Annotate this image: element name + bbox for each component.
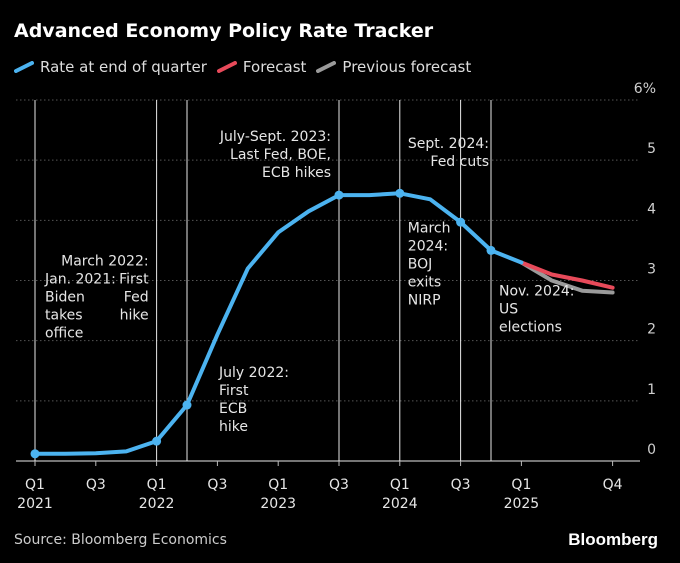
annotation-line: 2024: [408, 238, 448, 254]
legend-swatch-previous-forecast [316, 61, 337, 73]
series-line-2 [519, 260, 615, 295]
annotation-line: March [408, 220, 451, 236]
legend-label-actual: Rate at end of quarter [40, 58, 207, 76]
legend-label-previous-forecast: Previous forecast [342, 58, 472, 76]
legend-item-previous-forecast: Previous forecast [316, 58, 471, 76]
annotation-line: Jan. 2021: [44, 272, 116, 288]
y-tick-label: 4 [647, 201, 656, 217]
annotation-line: July 2022: [218, 365, 289, 381]
legend-swatch-forecast [216, 61, 237, 73]
annotation-line: First [219, 383, 249, 399]
annotation-line: BOJ [408, 256, 433, 272]
data-point-marker [152, 436, 162, 446]
data-point-marker [334, 190, 344, 200]
x-tick-year-label: 2021 [17, 496, 53, 512]
legend-label-forecast: Forecast [242, 58, 307, 76]
data-point-marker [486, 245, 496, 255]
annotation-line: NIRP [408, 292, 441, 308]
data-point-marker [456, 217, 466, 227]
data-point-marker [182, 400, 192, 410]
annotation-line: exits [408, 274, 441, 290]
y-tick-label: 2 [647, 322, 656, 338]
series-line-0 [33, 191, 524, 456]
x-tick-label: Q3 [207, 477, 227, 493]
bloomberg-logo: Bloomberg [568, 530, 658, 549]
data-point-marker [30, 449, 40, 459]
annotation-line: office [45, 326, 83, 342]
annotation-line: Last Fed, BOE, [230, 147, 331, 163]
x-tick-label: Q4 [603, 477, 623, 493]
annotation-line: US [499, 302, 518, 318]
annotation-line: ECB hikes [262, 165, 331, 181]
annotation-line: Biden [45, 290, 85, 306]
annotation-line: First [119, 271, 149, 287]
chart-title: Advanced Economy Policy Rate Tracker [14, 20, 434, 42]
annotation-line: Fed [124, 289, 149, 305]
annotation-line: Nov. 2024: [499, 284, 574, 300]
annotation-line: March 2022: [61, 253, 148, 269]
legend-item-forecast: Forecast [216, 58, 307, 76]
x-tick-year-label: 2023 [260, 496, 296, 512]
annotation-line: Sept. 2024: [408, 136, 489, 152]
annotation-line: elections [499, 320, 562, 336]
annotation-line: hike [219, 419, 248, 435]
legend-item-actual: Rate at end of quarter [14, 58, 207, 76]
x-tick-label: Q1 [268, 477, 288, 493]
y-tick-label: 1 [647, 382, 656, 398]
x-tick-label: Q3 [86, 477, 106, 493]
legend: Rate at end of quarter Forecast Previous… [14, 58, 481, 76]
series-line-1 [519, 260, 615, 290]
x-tick-year-label: 2025 [504, 496, 540, 512]
y-tick-label: 6% [634, 81, 656, 97]
x-tick-label: Q1 [147, 477, 167, 493]
annotation-line: July-Sept. 2023: [219, 129, 331, 145]
data-point-marker [395, 188, 405, 198]
annotation-line: hike [120, 307, 149, 323]
annotation-line: ECB [219, 401, 247, 417]
x-tick-year-label: 2022 [139, 496, 175, 512]
x-tick-label: Q3 [451, 477, 471, 493]
annotation-line: Fed cuts [430, 154, 489, 170]
x-tick-label: Q1 [390, 477, 410, 493]
x-tick-label: Q3 [329, 477, 349, 493]
y-tick-label: 5 [647, 141, 656, 157]
source-note: Source: Bloomberg Economics [14, 532, 227, 548]
y-tick-label: 0 [647, 442, 656, 458]
x-tick-label: Q1 [25, 477, 45, 493]
y-tick-label: 3 [647, 262, 656, 278]
x-tick-label: Q1 [511, 477, 531, 493]
x-tick-year-label: 2024 [382, 496, 418, 512]
annotation-line: takes [45, 308, 83, 324]
legend-swatch-actual [14, 61, 34, 73]
